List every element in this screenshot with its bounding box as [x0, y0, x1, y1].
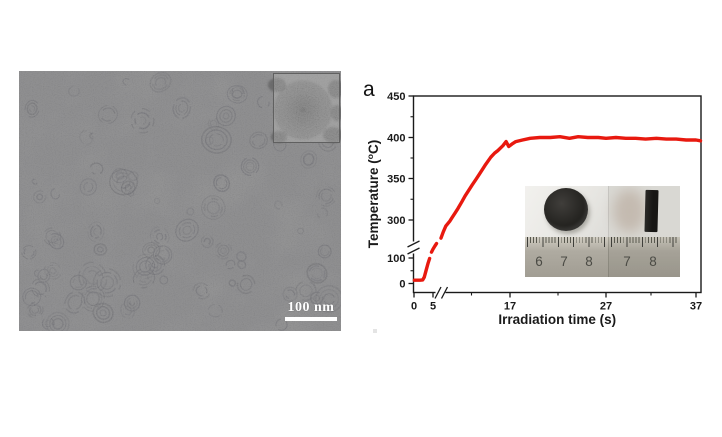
panel-label-a: a: [363, 78, 375, 101]
y-tick-label: 450: [387, 91, 405, 103]
photo-side-view-background: [608, 186, 680, 237]
scale-bar: 100 nm: [283, 300, 339, 321]
sample-photo-inset: 6 7 8 7 8: [525, 186, 680, 277]
tem-micrograph: [19, 71, 344, 336]
x-axis-break-mark: [434, 286, 442, 299]
y-tick-label: 300: [387, 215, 405, 227]
x-tick-label: 37: [690, 301, 702, 313]
y-axis-break-gap: [410, 241, 417, 254]
ruler-number: 6: [535, 254, 543, 269]
x-tick-label: 5: [430, 301, 436, 313]
tem-inset: [268, 73, 344, 143]
temperature-curve: [412, 256, 432, 282]
x-tick-label: 27: [600, 301, 612, 313]
y-tick-label: 400: [387, 133, 405, 145]
scale-bar-label: 100 nm: [287, 300, 335, 315]
y-tick-label: 100: [387, 253, 405, 265]
x-axis-title: Irradiation time (s): [498, 312, 616, 327]
x-axis-break-mark: [440, 286, 449, 299]
y-tick-label: 0: [399, 279, 405, 291]
ruler-number: 7: [560, 254, 568, 269]
y-axis-title: Temperature (oC): [365, 140, 381, 248]
y-tick-label: 350: [387, 174, 405, 186]
ruler-number: 8: [649, 254, 657, 269]
x-tick-label: 17: [504, 301, 516, 313]
ruler-tick-marks-left: [527, 237, 607, 247]
x-tick-label: 0: [411, 301, 417, 313]
pellet-side-view: [644, 189, 659, 233]
tem-image: 100 nm: [19, 71, 344, 336]
ruler-number: 8: [585, 254, 593, 269]
ruler-tick-marks-right: [611, 237, 678, 247]
ruler-number: 7: [623, 254, 631, 269]
y-axis-break-mark: [407, 240, 420, 248]
pellet-top-view: [544, 188, 588, 231]
temperature-curve: [439, 135, 703, 240]
pellet-shadow: [613, 189, 646, 233]
temperature-curve: [429, 241, 439, 254]
stray-mark: [373, 329, 377, 333]
x-axis-break-gap: [435, 290, 446, 296]
y-axis-break-mark: [407, 247, 420, 255]
scale-bar-line: [285, 317, 337, 321]
